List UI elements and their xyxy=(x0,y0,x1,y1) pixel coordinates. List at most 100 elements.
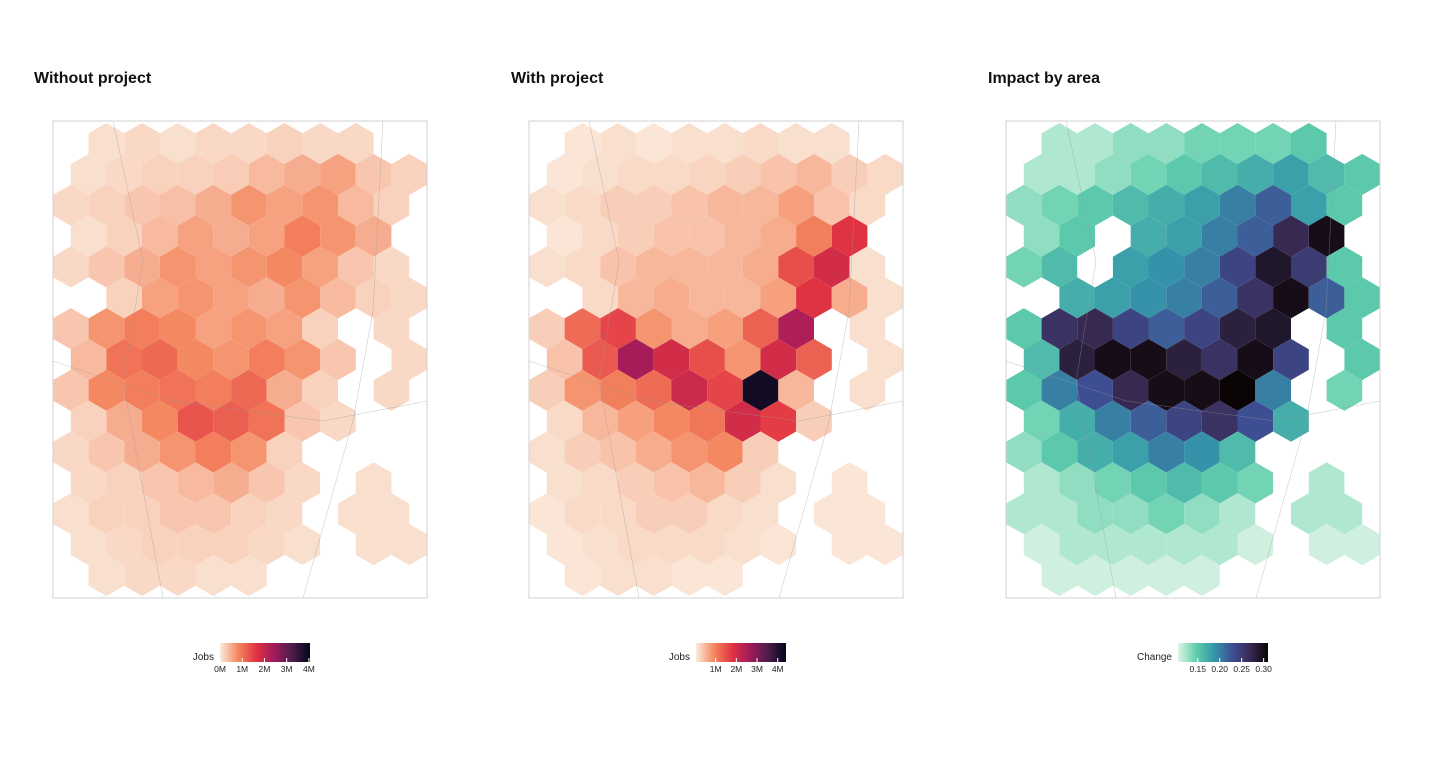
hex-map xyxy=(53,123,427,596)
hex-cell xyxy=(1201,153,1238,195)
hex-cell xyxy=(707,123,743,165)
hex-cell xyxy=(195,184,232,226)
hex-cell xyxy=(814,246,850,288)
legend-tick-label: 0.25 xyxy=(1233,664,1250,674)
hex-cell xyxy=(831,462,868,504)
hex-cell xyxy=(564,431,601,473)
hex-cell xyxy=(582,524,618,566)
hex-cell xyxy=(1166,277,1202,319)
hex-cell xyxy=(1041,308,1078,350)
legend-title: Jobs xyxy=(193,652,214,663)
hex-cell xyxy=(195,369,232,411)
hex-cell xyxy=(635,369,672,411)
hex-cell xyxy=(778,246,814,288)
legend-tick-label: 2M xyxy=(730,664,742,674)
hex-cell xyxy=(1184,184,1220,226)
hex-cell xyxy=(1130,153,1167,195)
hex-cell xyxy=(373,369,410,411)
hex-cell xyxy=(213,277,249,319)
hex-cell xyxy=(618,277,654,319)
hex-cell xyxy=(231,308,267,350)
hex-cell xyxy=(266,431,303,473)
hex-cell xyxy=(1041,369,1078,411)
hex-cell xyxy=(1219,369,1256,411)
hex-cell xyxy=(1344,524,1380,566)
hex-cell xyxy=(53,246,89,288)
hex-cell xyxy=(248,400,285,442)
hex-cell xyxy=(760,400,797,442)
hex-cell xyxy=(1112,308,1149,350)
hex-cell xyxy=(1273,277,1309,319)
hex-cell xyxy=(213,215,249,257)
hex-cell xyxy=(88,493,125,535)
hex-cell xyxy=(796,400,832,442)
hex-cell xyxy=(1184,431,1220,473)
hex-cell xyxy=(1166,153,1202,195)
hex-cell xyxy=(142,524,178,566)
hex-cell xyxy=(1059,338,1095,381)
hex-cell xyxy=(53,308,89,350)
hex-cell xyxy=(867,277,903,319)
hex-cell xyxy=(724,153,761,195)
hex-cell xyxy=(1237,462,1274,504)
hex-cell xyxy=(1095,153,1131,195)
hex-cell xyxy=(1023,215,1060,257)
hex-cell xyxy=(106,277,142,319)
hex-cell xyxy=(320,215,356,257)
hex-cell xyxy=(266,369,303,411)
hex-cell xyxy=(124,369,160,411)
legend-tick-label: 2M xyxy=(259,664,271,674)
hex-cell xyxy=(142,215,178,257)
hex-cell xyxy=(177,400,214,442)
legend-tick-label: 4M xyxy=(772,664,784,674)
hex-cell xyxy=(760,277,797,319)
hex-cell xyxy=(106,400,142,442)
hex-cell xyxy=(159,308,196,350)
hex-cell xyxy=(231,493,267,535)
hex-cell xyxy=(1041,184,1078,226)
hex-cell xyxy=(1023,462,1060,504)
hex-cell xyxy=(284,524,321,566)
hex-cell xyxy=(106,462,142,504)
hex-cell xyxy=(600,123,636,165)
hex-cell xyxy=(284,153,321,195)
boundary-line xyxy=(1005,120,1381,599)
hex-cell xyxy=(529,369,565,411)
hex-cell xyxy=(195,123,232,165)
hex-cell xyxy=(814,493,850,535)
hex-cell xyxy=(124,493,160,535)
hex-cell xyxy=(1077,493,1113,535)
hex-cell xyxy=(582,400,618,442)
hex-cell xyxy=(1130,400,1167,442)
hex-cell xyxy=(320,153,356,195)
hex-cell xyxy=(689,338,725,381)
hex-cell xyxy=(320,338,356,381)
hex-cell xyxy=(1273,215,1309,257)
hex-cell xyxy=(1112,493,1149,535)
hex-cell xyxy=(760,153,797,195)
hex-cell xyxy=(1219,184,1256,226)
hex-cell xyxy=(338,493,374,535)
hex-cell xyxy=(653,462,690,504)
hex-cell xyxy=(1237,277,1274,319)
hex-cell xyxy=(88,246,125,288)
hex-cell xyxy=(1006,308,1042,350)
legend-tick-label: 0.20 xyxy=(1211,664,1228,674)
legend-tick-label: 3M xyxy=(281,664,293,674)
hex-cell xyxy=(671,123,708,165)
hex-cell xyxy=(707,369,743,411)
hex-cell xyxy=(284,400,321,442)
hex-cell xyxy=(1148,246,1185,288)
legend-bar xyxy=(1178,643,1268,662)
hex-cell xyxy=(1219,308,1256,350)
hex-cell xyxy=(529,431,565,473)
hex-cell xyxy=(707,554,743,596)
hex-cell xyxy=(564,554,601,596)
hex-cell xyxy=(707,308,743,350)
hex-cell xyxy=(124,431,160,473)
hex-cell xyxy=(849,246,886,288)
hex-cell xyxy=(1184,493,1220,535)
hex-cell xyxy=(1291,184,1327,226)
hex-cell xyxy=(1059,462,1095,504)
